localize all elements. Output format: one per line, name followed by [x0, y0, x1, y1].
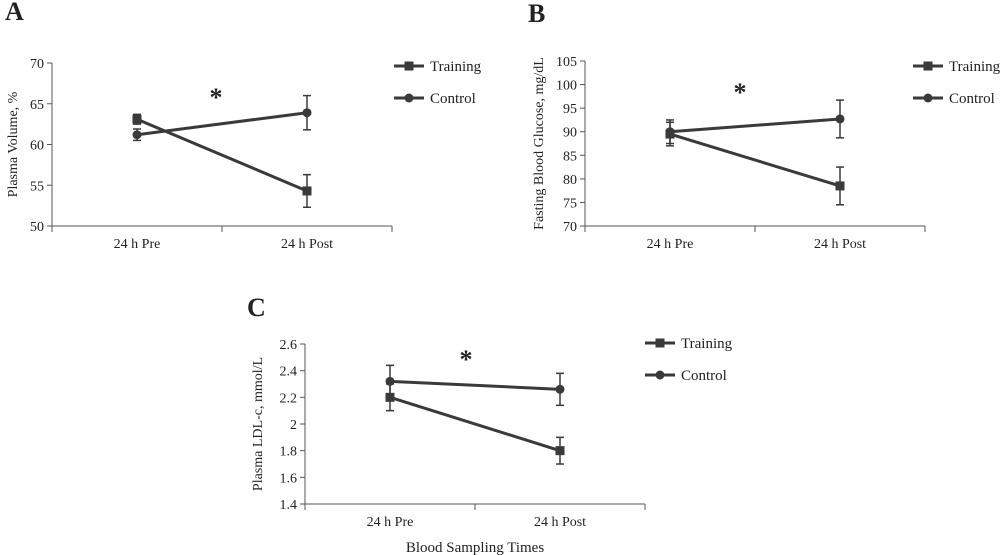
data-point — [302, 108, 312, 118]
series-control — [132, 94, 312, 142]
y-tick-label: 1.4 — [280, 498, 298, 513]
y-axis-title: Fasting Blood Glucose, mg/dL — [532, 57, 547, 230]
legend-item-control: Control — [645, 368, 727, 384]
series-line — [136, 111, 308, 137]
legend-item-control: Control — [394, 91, 476, 107]
data-point — [555, 384, 565, 394]
data-point — [555, 446, 565, 456]
legend-label: Training — [430, 59, 482, 75]
y-axis-title: Plasma Volume, % — [6, 91, 21, 197]
y-tick-label: 85 — [563, 149, 577, 164]
y-tick-label: 70 — [30, 57, 44, 72]
legend-marker — [404, 93, 414, 103]
data-point — [132, 114, 142, 124]
series-control — [385, 364, 565, 407]
series-line — [389, 395, 561, 453]
legend-item-training: Training — [645, 336, 733, 352]
legend-marker — [923, 93, 933, 103]
y-tick-label: 80 — [563, 173, 577, 188]
legend-marker — [655, 338, 665, 348]
x-tick-label: 24 h Post — [534, 515, 586, 530]
legend-item-training: Training — [394, 59, 482, 75]
y-tick-label: 75 — [563, 196, 577, 211]
panel-b: B 70 75 80 85 90 95 100 105 24 h Pre 24 h Post Fast… — [528, 0, 1000, 252]
legend-label: Control — [430, 91, 476, 107]
series-line — [669, 117, 841, 134]
legend-label: Training — [681, 336, 733, 352]
y-tick-label: 65 — [30, 98, 44, 113]
x-tick-label: 24 h Pre — [367, 515, 414, 530]
significance-star: * — [460, 345, 473, 374]
x-axis-title: Blood Sampling Times — [406, 540, 545, 555]
series-training — [665, 121, 845, 206]
significance-star: * — [734, 78, 747, 107]
y-tick-label: 1.8 — [280, 445, 298, 460]
y-tick-label: 2.2 — [280, 391, 298, 406]
data-point — [302, 186, 312, 196]
y-tick-label: 95 — [563, 102, 577, 117]
series-line — [669, 132, 841, 188]
y-tick-label: 2.4 — [280, 365, 298, 380]
series-control — [665, 99, 845, 145]
legend-item-training: Training — [913, 59, 1000, 75]
y-tick-label: 55 — [30, 179, 44, 194]
y-tick-label: 70 — [563, 220, 577, 235]
panel-a: A 50 55 60 65 70 24 h Pre 24 h Post Plasma Volum… — [5, 0, 482, 252]
x-tick-label: 24 h Pre — [114, 237, 161, 252]
panel-letter: C — [247, 293, 266, 322]
series-training — [385, 383, 565, 465]
legend-marker — [655, 370, 665, 380]
y-tick-label: 60 — [30, 139, 44, 154]
y-axis-title: Plasma LDL-c, mmol/L — [251, 357, 266, 491]
panel-letter: A — [5, 0, 24, 26]
legend-label: Training — [949, 59, 1000, 75]
legend-label: Control — [949, 91, 995, 107]
data-point — [835, 114, 845, 124]
y-tick-label: 1.6 — [280, 471, 298, 486]
y-tick-label: 105 — [556, 55, 577, 70]
data-point — [385, 376, 395, 386]
legend-marker — [404, 61, 414, 71]
x-tick-label: 24 h Pre — [647, 237, 694, 252]
series-training — [132, 113, 312, 209]
data-point — [835, 181, 845, 191]
y-tick-label: 50 — [30, 220, 44, 235]
significance-star: * — [210, 83, 223, 112]
data-point — [665, 127, 675, 137]
x-tick-label: 24 h Post — [281, 237, 333, 252]
series-line — [389, 379, 561, 391]
legend-item-control: Control — [913, 91, 995, 107]
y-tick-label: 2 — [290, 418, 297, 433]
y-tick-label: 100 — [556, 79, 577, 94]
panel-letter: B — [528, 0, 545, 28]
legend-marker — [923, 61, 933, 71]
y-tick-label: 90 — [563, 126, 577, 141]
y-tick-label: 2.6 — [280, 338, 298, 353]
x-tick-label: 24 h Post — [814, 237, 866, 252]
panel-c: C 1.4 1.6 1.8 2 2.2 2.4 2.6 24 h Pre 24 h Post Pla… — [247, 293, 733, 555]
data-point — [132, 130, 142, 140]
legend-label: Control — [681, 368, 727, 384]
